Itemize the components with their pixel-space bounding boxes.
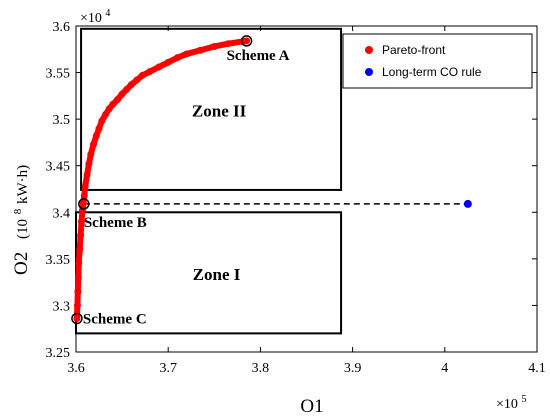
- pareto-front-series: [73, 37, 251, 322]
- y-tick-label: 3.5: [53, 113, 71, 128]
- legend-label-co-rule: Long-term CO rule: [382, 65, 482, 79]
- y-unit-rest: kW·h): [15, 165, 31, 204]
- scheme-label: Scheme A: [227, 48, 290, 64]
- co-rule-point: [463, 199, 472, 208]
- x-axis-label: O1: [300, 396, 323, 416]
- y-tick-label: 3.45: [46, 160, 71, 175]
- x-multiplier-exp: 5: [521, 394, 526, 405]
- y-unit-exp: 8: [12, 208, 24, 214]
- y-tick-label: 3.6: [53, 20, 71, 35]
- y-tick-label: 3.3: [53, 299, 71, 314]
- y-unit-base: (10: [15, 219, 31, 239]
- plot-frame: [75, 25, 538, 353]
- x-tick-label: 3.8: [252, 361, 270, 376]
- x-tick-label: 3.7: [159, 361, 177, 376]
- x-axis-ticks: 3.6 3.7 3.8 3.9 4 4.1: [67, 26, 546, 376]
- legend-marker-co-rule: [365, 68, 373, 76]
- x-multiplier-base: ×10: [496, 397, 518, 412]
- x-tick-label: 3.9: [344, 361, 362, 376]
- scheme-marker: [240, 35, 253, 47]
- legend-label-pareto: Pareto-front: [382, 43, 446, 57]
- scheme-marker: [78, 198, 90, 210]
- pareto-point: [243, 37, 251, 45]
- y-tick-label: 3.55: [46, 67, 71, 82]
- x-multiplier: ×10 5: [496, 394, 526, 412]
- y-multiplier-exp: 4: [105, 8, 110, 19]
- x-tick-label: 4: [441, 361, 448, 376]
- zone-label: Zone II: [192, 101, 247, 120]
- y-tick-label: 3.25: [46, 346, 71, 361]
- zones: Zone II Zone I: [75, 27, 343, 335]
- legend: Pareto-front Long-term CO rule: [342, 33, 533, 89]
- scheme-marker: [71, 312, 83, 325]
- zone-label: Zone I: [193, 265, 241, 284]
- y-axis-label-text: O2: [11, 252, 32, 275]
- y-axis-label-group: O2 (10 8 kW·h): [5, 165, 32, 275]
- x-tick-label: 3.6: [67, 361, 85, 376]
- scheme-label: Scheme C: [83, 311, 147, 327]
- legend-marker-pareto: [365, 46, 373, 54]
- legend-box: [342, 33, 533, 89]
- y-multiplier: ×10 4: [80, 8, 110, 26]
- x-tick-label: 4.1: [528, 361, 546, 376]
- long-term-co-series: [463, 199, 472, 208]
- y-multiplier-base: ×10: [80, 11, 102, 26]
- y-axis-label: O2 (10 8 kW·h): [5, 165, 32, 275]
- y-axis-ticks: 3.25 3.3 3.35 3.4 3.45 3.5 3.55 3.6: [46, 20, 537, 361]
- y-tick-label: 3.35: [46, 253, 71, 268]
- y-tick-label: 3.4: [53, 206, 71, 221]
- zone-box: [80, 27, 343, 191]
- scheme-label: Scheme B: [84, 215, 147, 231]
- scheme-markers: Scheme A Scheme B Scheme C: [71, 35, 290, 327]
